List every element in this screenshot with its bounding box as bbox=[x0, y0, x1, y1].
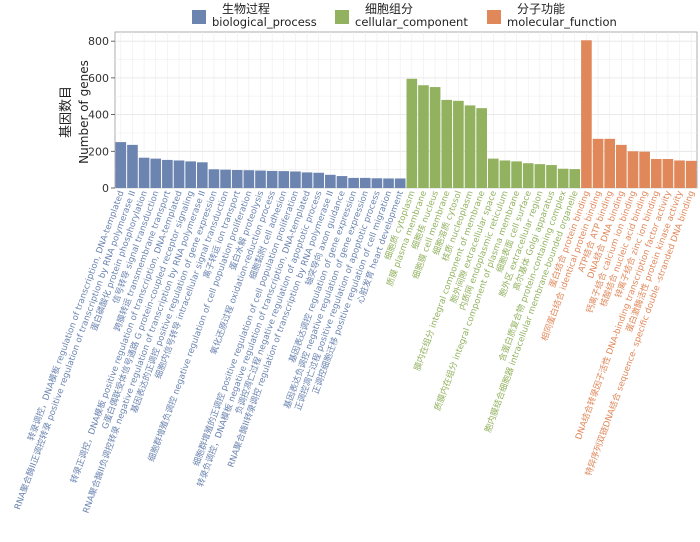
bar bbox=[290, 171, 301, 188]
bar bbox=[546, 165, 557, 188]
bar bbox=[557, 168, 569, 188]
bar bbox=[592, 138, 604, 188]
legend-label-en: cellular_component bbox=[355, 15, 468, 29]
y-tick-label: 200 bbox=[88, 145, 109, 158]
bar bbox=[313, 172, 325, 188]
bar bbox=[371, 178, 383, 188]
bar bbox=[511, 161, 522, 188]
bar bbox=[325, 174, 336, 188]
bar bbox=[650, 159, 662, 188]
bar bbox=[476, 108, 487, 188]
bar bbox=[348, 177, 359, 188]
bar bbox=[383, 178, 394, 188]
bar bbox=[138, 157, 150, 188]
bar bbox=[662, 159, 674, 188]
bar bbox=[162, 159, 173, 188]
bar bbox=[499, 160, 511, 188]
legend-swatch bbox=[192, 10, 206, 24]
bar bbox=[173, 160, 185, 188]
bar bbox=[616, 144, 627, 188]
bar bbox=[674, 160, 685, 188]
bar bbox=[266, 170, 278, 188]
legend-label-cn: 生物过程 bbox=[222, 1, 270, 16]
legend-label-cn: 细胞组分 bbox=[365, 2, 413, 16]
x-axis-labels: 转录调控，DNA模板 regulation of transcription, … bbox=[11, 188, 697, 514]
bar bbox=[115, 142, 127, 188]
bar bbox=[406, 78, 418, 188]
bar bbox=[639, 151, 650, 188]
bar bbox=[522, 163, 534, 188]
y-tick-label: 600 bbox=[88, 72, 109, 85]
bar bbox=[685, 160, 697, 188]
bar bbox=[487, 158, 499, 188]
y-axis-title-en: Number of genes bbox=[77, 60, 91, 164]
y-tick-label: 400 bbox=[88, 109, 109, 122]
bar bbox=[185, 161, 196, 188]
bar bbox=[569, 169, 581, 188]
bar bbox=[196, 162, 208, 188]
bar bbox=[243, 170, 255, 188]
legend-label-en: molecular_function bbox=[507, 15, 617, 29]
y-tick-label: 800 bbox=[88, 35, 109, 48]
bar bbox=[150, 158, 162, 188]
bar bbox=[220, 169, 231, 188]
bar bbox=[418, 85, 429, 188]
y-tick-label: 0 bbox=[102, 182, 109, 195]
y-axis-title-cn: 基因数目 bbox=[59, 86, 74, 138]
bar bbox=[208, 169, 220, 188]
bar bbox=[604, 138, 616, 188]
bar bbox=[464, 105, 476, 188]
legend-swatch bbox=[335, 10, 349, 24]
bar bbox=[453, 100, 464, 188]
legend-swatch bbox=[487, 10, 501, 24]
y-axis: 0 200 400 600 800 bbox=[88, 35, 115, 195]
bar bbox=[441, 99, 453, 188]
bar bbox=[581, 40, 592, 189]
bar bbox=[231, 170, 243, 188]
legend-label-en: biological_process bbox=[212, 15, 317, 29]
bar bbox=[255, 170, 266, 188]
legend-label-cn: 分子功能 bbox=[517, 2, 565, 16]
bar bbox=[336, 176, 348, 188]
bar bbox=[359, 177, 371, 188]
bar bbox=[534, 164, 546, 188]
bar bbox=[127, 144, 138, 188]
bar bbox=[429, 87, 441, 188]
bar bbox=[278, 171, 290, 188]
bar bbox=[627, 151, 639, 188]
bar bbox=[394, 178, 406, 188]
bar bbox=[301, 172, 313, 188]
plot-area bbox=[114, 31, 698, 189]
